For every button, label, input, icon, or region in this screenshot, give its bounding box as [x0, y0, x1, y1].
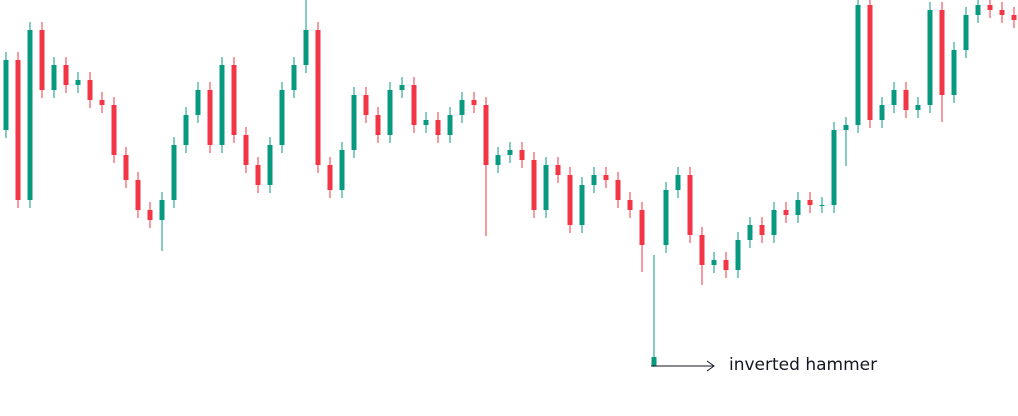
candle-body [471, 100, 477, 105]
candle-body [27, 30, 33, 200]
candle-body [747, 225, 753, 240]
candle-body [723, 260, 729, 270]
candle-body [447, 115, 453, 135]
candle-body [303, 30, 309, 65]
candle-body [639, 210, 645, 245]
candle-body [387, 90, 393, 135]
candle-body [255, 165, 261, 185]
candle-body [399, 85, 405, 90]
candle-body [687, 175, 693, 235]
candle-body [627, 200, 633, 210]
candle-body [375, 115, 381, 135]
candle-body [651, 357, 657, 366]
candle-body [243, 135, 249, 165]
candle-body [927, 10, 933, 105]
candle-body [63, 65, 69, 85]
candle-body [951, 50, 957, 95]
annotation-arrowhead [706, 360, 715, 372]
candle-body [231, 65, 237, 135]
candles [3, 0, 1017, 367]
candle-body [579, 185, 585, 225]
candle-body [819, 205, 825, 206]
candle-body [423, 120, 429, 125]
candle-body [603, 175, 609, 180]
candle-body [99, 100, 105, 105]
candle-body [51, 65, 57, 90]
candle-body [459, 100, 465, 115]
candle-body [411, 85, 417, 125]
candle-body [39, 30, 45, 90]
candle-body [591, 175, 597, 185]
candle-body [147, 210, 153, 220]
candle-body [867, 5, 873, 120]
candle-body [507, 150, 513, 155]
candle-body [711, 260, 717, 265]
candle-body [567, 175, 573, 225]
candle-body [543, 165, 549, 210]
annotation: inverted hammer [729, 355, 877, 375]
candle-body [555, 165, 561, 175]
candle-body [279, 90, 285, 145]
candle-body [759, 225, 765, 235]
candle-body [855, 5, 861, 125]
candle-body [975, 5, 981, 15]
candle-body [807, 200, 813, 205]
candle-body [735, 240, 741, 270]
candle-body [519, 150, 525, 160]
candle-body [615, 180, 621, 200]
candle-body [999, 10, 1005, 15]
candle-body [351, 95, 357, 150]
candle-body [435, 120, 441, 135]
candle-body [771, 210, 777, 235]
candle-body [195, 90, 201, 115]
candle-body [987, 5, 993, 10]
candle-body [663, 190, 669, 245]
candle-body [267, 145, 273, 185]
candle-body [675, 175, 681, 190]
candle-body [183, 115, 189, 145]
candle-body [219, 65, 225, 145]
candle-body [339, 150, 345, 190]
candle-body [699, 235, 705, 265]
candle-body [531, 160, 537, 210]
candle-body [831, 130, 837, 205]
candle-body [903, 90, 909, 110]
candle-body [75, 80, 81, 85]
candle-body [291, 65, 297, 90]
candle-body [159, 200, 165, 220]
candle-body [171, 145, 177, 200]
candle-body [963, 15, 969, 50]
candle-body [891, 90, 897, 105]
candle-body [795, 200, 801, 215]
candle-body [783, 210, 789, 215]
candle-body [15, 60, 21, 200]
candle-body [315, 30, 321, 165]
candle-body [1011, 15, 1017, 20]
candle-body [939, 10, 945, 95]
candle-body [915, 105, 921, 110]
candle-body [879, 105, 885, 120]
candle-body [123, 155, 129, 180]
candle-body [363, 95, 369, 115]
candle-body [207, 90, 213, 145]
candle-body [87, 80, 93, 100]
candle-body [3, 60, 9, 130]
candle-body [135, 180, 141, 210]
candle-body [843, 125, 849, 130]
candle-body [327, 165, 333, 190]
candle-body [111, 105, 117, 155]
candle-body [495, 155, 501, 165]
candle-body [483, 105, 489, 165]
